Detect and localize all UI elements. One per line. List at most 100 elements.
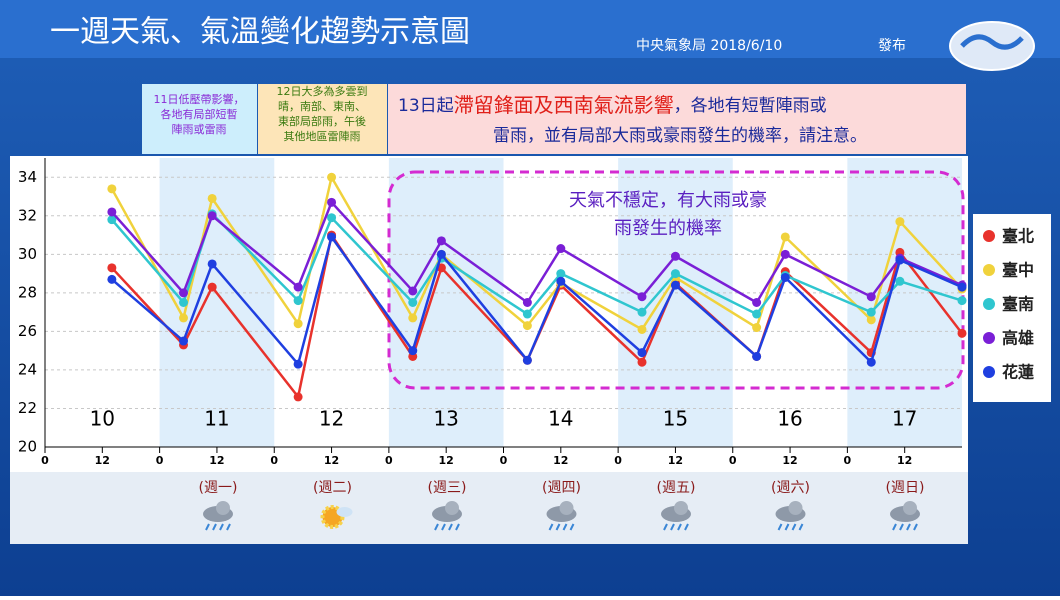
y-tick-label: 26 — [18, 322, 37, 340]
point — [866, 357, 876, 367]
day-label: 11 — [204, 407, 229, 431]
point — [327, 172, 337, 182]
point — [207, 282, 217, 292]
point — [752, 309, 762, 319]
y-tick-label: 34 — [18, 168, 37, 186]
cloud-icon — [903, 501, 917, 515]
point — [107, 215, 117, 225]
point — [637, 348, 647, 358]
point — [556, 244, 566, 254]
point — [670, 280, 680, 290]
point — [107, 184, 117, 194]
weekday: (週二) — [313, 480, 352, 496]
point — [293, 282, 303, 292]
point — [556, 269, 566, 279]
point — [179, 298, 189, 307]
note-line: 各地有局部短暫 — [161, 107, 238, 121]
day-label: 10 — [90, 407, 115, 431]
y-tick-label: 24 — [18, 360, 37, 378]
weekday: (週六) — [771, 480, 810, 496]
day-band — [159, 158, 275, 447]
main-note-highlight: 滯留鋒面及西南氣流影響 — [454, 93, 674, 117]
legend-marker — [983, 332, 995, 344]
logo-mark — [960, 34, 1024, 50]
day-label: 15 — [663, 407, 688, 431]
x-tick-label: 0 — [729, 454, 737, 467]
x-tick-label: 12 — [668, 454, 683, 467]
point — [957, 282, 967, 292]
logo — [949, 21, 1035, 71]
rain-icon — [205, 523, 231, 531]
annotation: 雨發生的機率 — [614, 218, 722, 239]
y-tick-label: 30 — [18, 245, 37, 263]
note-line: 其他地區雷陣雨 — [284, 130, 361, 143]
x-tick-label: 0 — [500, 454, 508, 467]
legend-marker — [983, 298, 995, 310]
point — [179, 313, 189, 323]
title-bar — [0, 0, 1060, 58]
y-tick-label: 20 — [18, 438, 37, 456]
y-tick-label: 28 — [18, 283, 37, 301]
legend-marker — [983, 230, 995, 242]
point — [293, 296, 303, 306]
point — [107, 207, 117, 217]
day-label: 12 — [319, 407, 344, 431]
point — [293, 392, 303, 402]
point — [780, 232, 790, 242]
cloud-icon — [788, 501, 803, 515]
title: 一週天氣、氣溫變化趨勢示意圖 — [50, 15, 470, 50]
point — [522, 309, 532, 319]
cloud-icon — [336, 507, 353, 517]
x-tick-label: 0 — [270, 454, 278, 467]
point — [107, 263, 117, 273]
point — [436, 236, 446, 246]
y-tick-label: 32 — [18, 206, 37, 224]
issued: 發布 — [878, 38, 906, 54]
day-label: 17 — [892, 407, 917, 431]
x-tick-label: 12 — [553, 454, 568, 467]
day-label: 16 — [777, 407, 802, 431]
y-tick-label: 22 — [18, 399, 37, 417]
point — [866, 315, 876, 325]
legend-label: 花蓮 — [1002, 363, 1034, 382]
point — [637, 292, 647, 302]
rain-icon — [777, 523, 804, 531]
day-band — [618, 158, 733, 447]
point — [957, 328, 967, 338]
x-tick-label: 12 — [782, 454, 797, 467]
legend-label: 高雄 — [1002, 329, 1034, 348]
point — [293, 359, 303, 369]
legend-label: 臺南 — [1002, 295, 1034, 314]
point — [408, 313, 418, 323]
main-note-text: 雷雨，並有局部大雨或豪雨發生的機率，請注意。 — [493, 125, 867, 146]
series-line — [110, 211, 963, 316]
day-band — [847, 158, 962, 447]
note-line: 陣雨或雷雨 — [172, 123, 227, 136]
legend-marker — [983, 366, 995, 378]
point — [327, 197, 337, 207]
note-box — [388, 84, 966, 154]
point — [522, 298, 532, 307]
series-line — [110, 173, 963, 332]
point — [522, 321, 532, 331]
agency: 中央氣象局 2018/6/10 — [636, 38, 782, 54]
series-line — [110, 199, 963, 305]
x-tick-label: 12 — [209, 454, 224, 467]
point — [780, 272, 790, 282]
day-label: 14 — [548, 407, 573, 431]
point — [179, 336, 189, 346]
annotation: 天氣不穩定，有大雨或豪 — [569, 190, 767, 211]
point — [522, 355, 532, 365]
point — [752, 351, 762, 361]
x-tick-label: 12 — [439, 454, 454, 467]
note-box — [258, 84, 387, 154]
point — [207, 259, 217, 269]
point — [436, 249, 446, 259]
legend-label: 臺北 — [1002, 227, 1034, 246]
rain-icon — [434, 523, 460, 531]
point — [107, 274, 117, 284]
note-line: 東部局部雨，午後 — [278, 114, 366, 128]
point — [895, 276, 905, 286]
